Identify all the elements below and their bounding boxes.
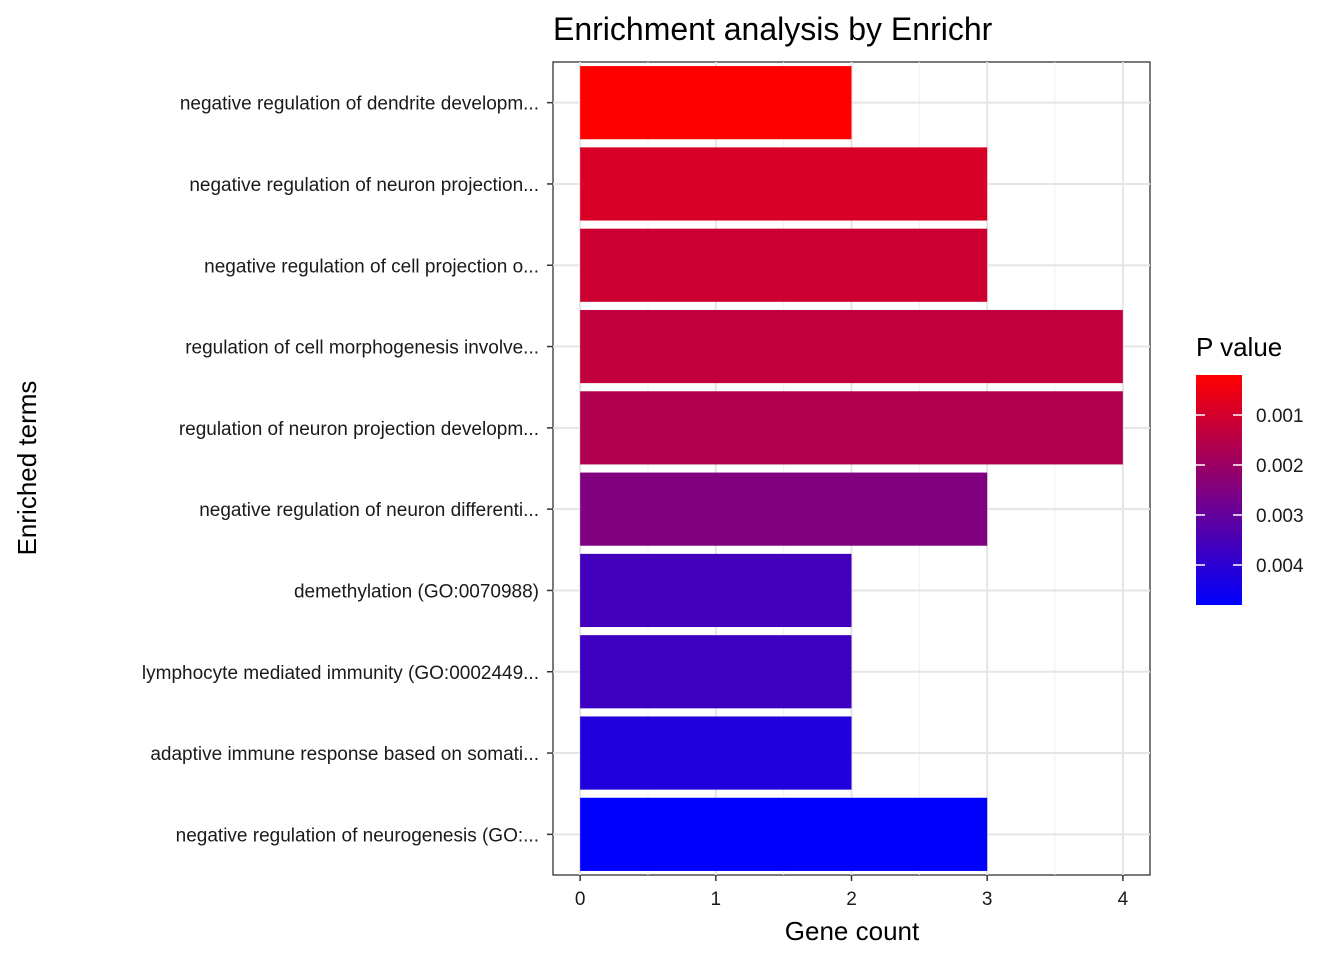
y-tick-label: regulation of cell morphogenesis involve… bbox=[185, 338, 539, 359]
y-tick-label: regulation of neuron projection developm… bbox=[179, 419, 539, 440]
legend: P value 0.001 0.002 0.003 0.004 bbox=[1196, 332, 1304, 605]
y-tick-label: negative regulation of neuron differenti… bbox=[199, 500, 539, 521]
bar bbox=[580, 391, 1123, 465]
x-axis-title: Gene count bbox=[785, 916, 920, 946]
x-tick-label: 4 bbox=[1118, 889, 1129, 910]
x-tick-label: 0 bbox=[575, 889, 586, 910]
y-tick-label: negative regulation of dendrite developm… bbox=[180, 94, 539, 115]
y-axis: negative regulation of dendrite developm… bbox=[142, 94, 553, 846]
y-tick-label: adaptive immune response based on somati… bbox=[150, 744, 539, 765]
legend-title: P value bbox=[1196, 332, 1282, 362]
y-axis-title: Enriched terms bbox=[12, 381, 42, 556]
bar bbox=[580, 635, 852, 709]
bar bbox=[580, 553, 852, 628]
y-tick-label: negative regulation of neuron projection… bbox=[189, 175, 539, 196]
x-tick-label: 1 bbox=[711, 889, 722, 910]
y-tick-label: lymphocyte mediated immunity (GO:0002449… bbox=[142, 663, 539, 684]
chart-title: Enrichment analysis by Enrichr bbox=[553, 11, 993, 47]
bar bbox=[580, 797, 988, 871]
y-tick-label: negative regulation of neurogenesis (GO:… bbox=[176, 825, 539, 846]
y-tick-label: negative regulation of cell projection o… bbox=[204, 256, 539, 277]
legend-tick-label: 0.003 bbox=[1256, 506, 1304, 527]
bar bbox=[580, 147, 988, 221]
x-axis: 0 1 2 3 4 bbox=[575, 875, 1129, 910]
bar bbox=[580, 472, 988, 546]
legend-tick-label: 0.002 bbox=[1256, 456, 1304, 477]
bar bbox=[580, 309, 1123, 384]
y-tick-label: demethylation (GO:0070988) bbox=[294, 581, 539, 602]
legend-tick-label: 0.001 bbox=[1256, 406, 1304, 427]
bar bbox=[580, 716, 852, 790]
x-tick-label: 3 bbox=[982, 889, 993, 910]
legend-tick-label: 0.004 bbox=[1256, 556, 1304, 577]
x-tick-label: 2 bbox=[846, 889, 857, 910]
bar bbox=[580, 228, 988, 302]
legend-ticks: 0.001 0.002 0.003 0.004 bbox=[1196, 406, 1304, 577]
legend-colorbar bbox=[1196, 375, 1242, 605]
bars bbox=[580, 66, 1123, 871]
bar bbox=[580, 66, 852, 140]
